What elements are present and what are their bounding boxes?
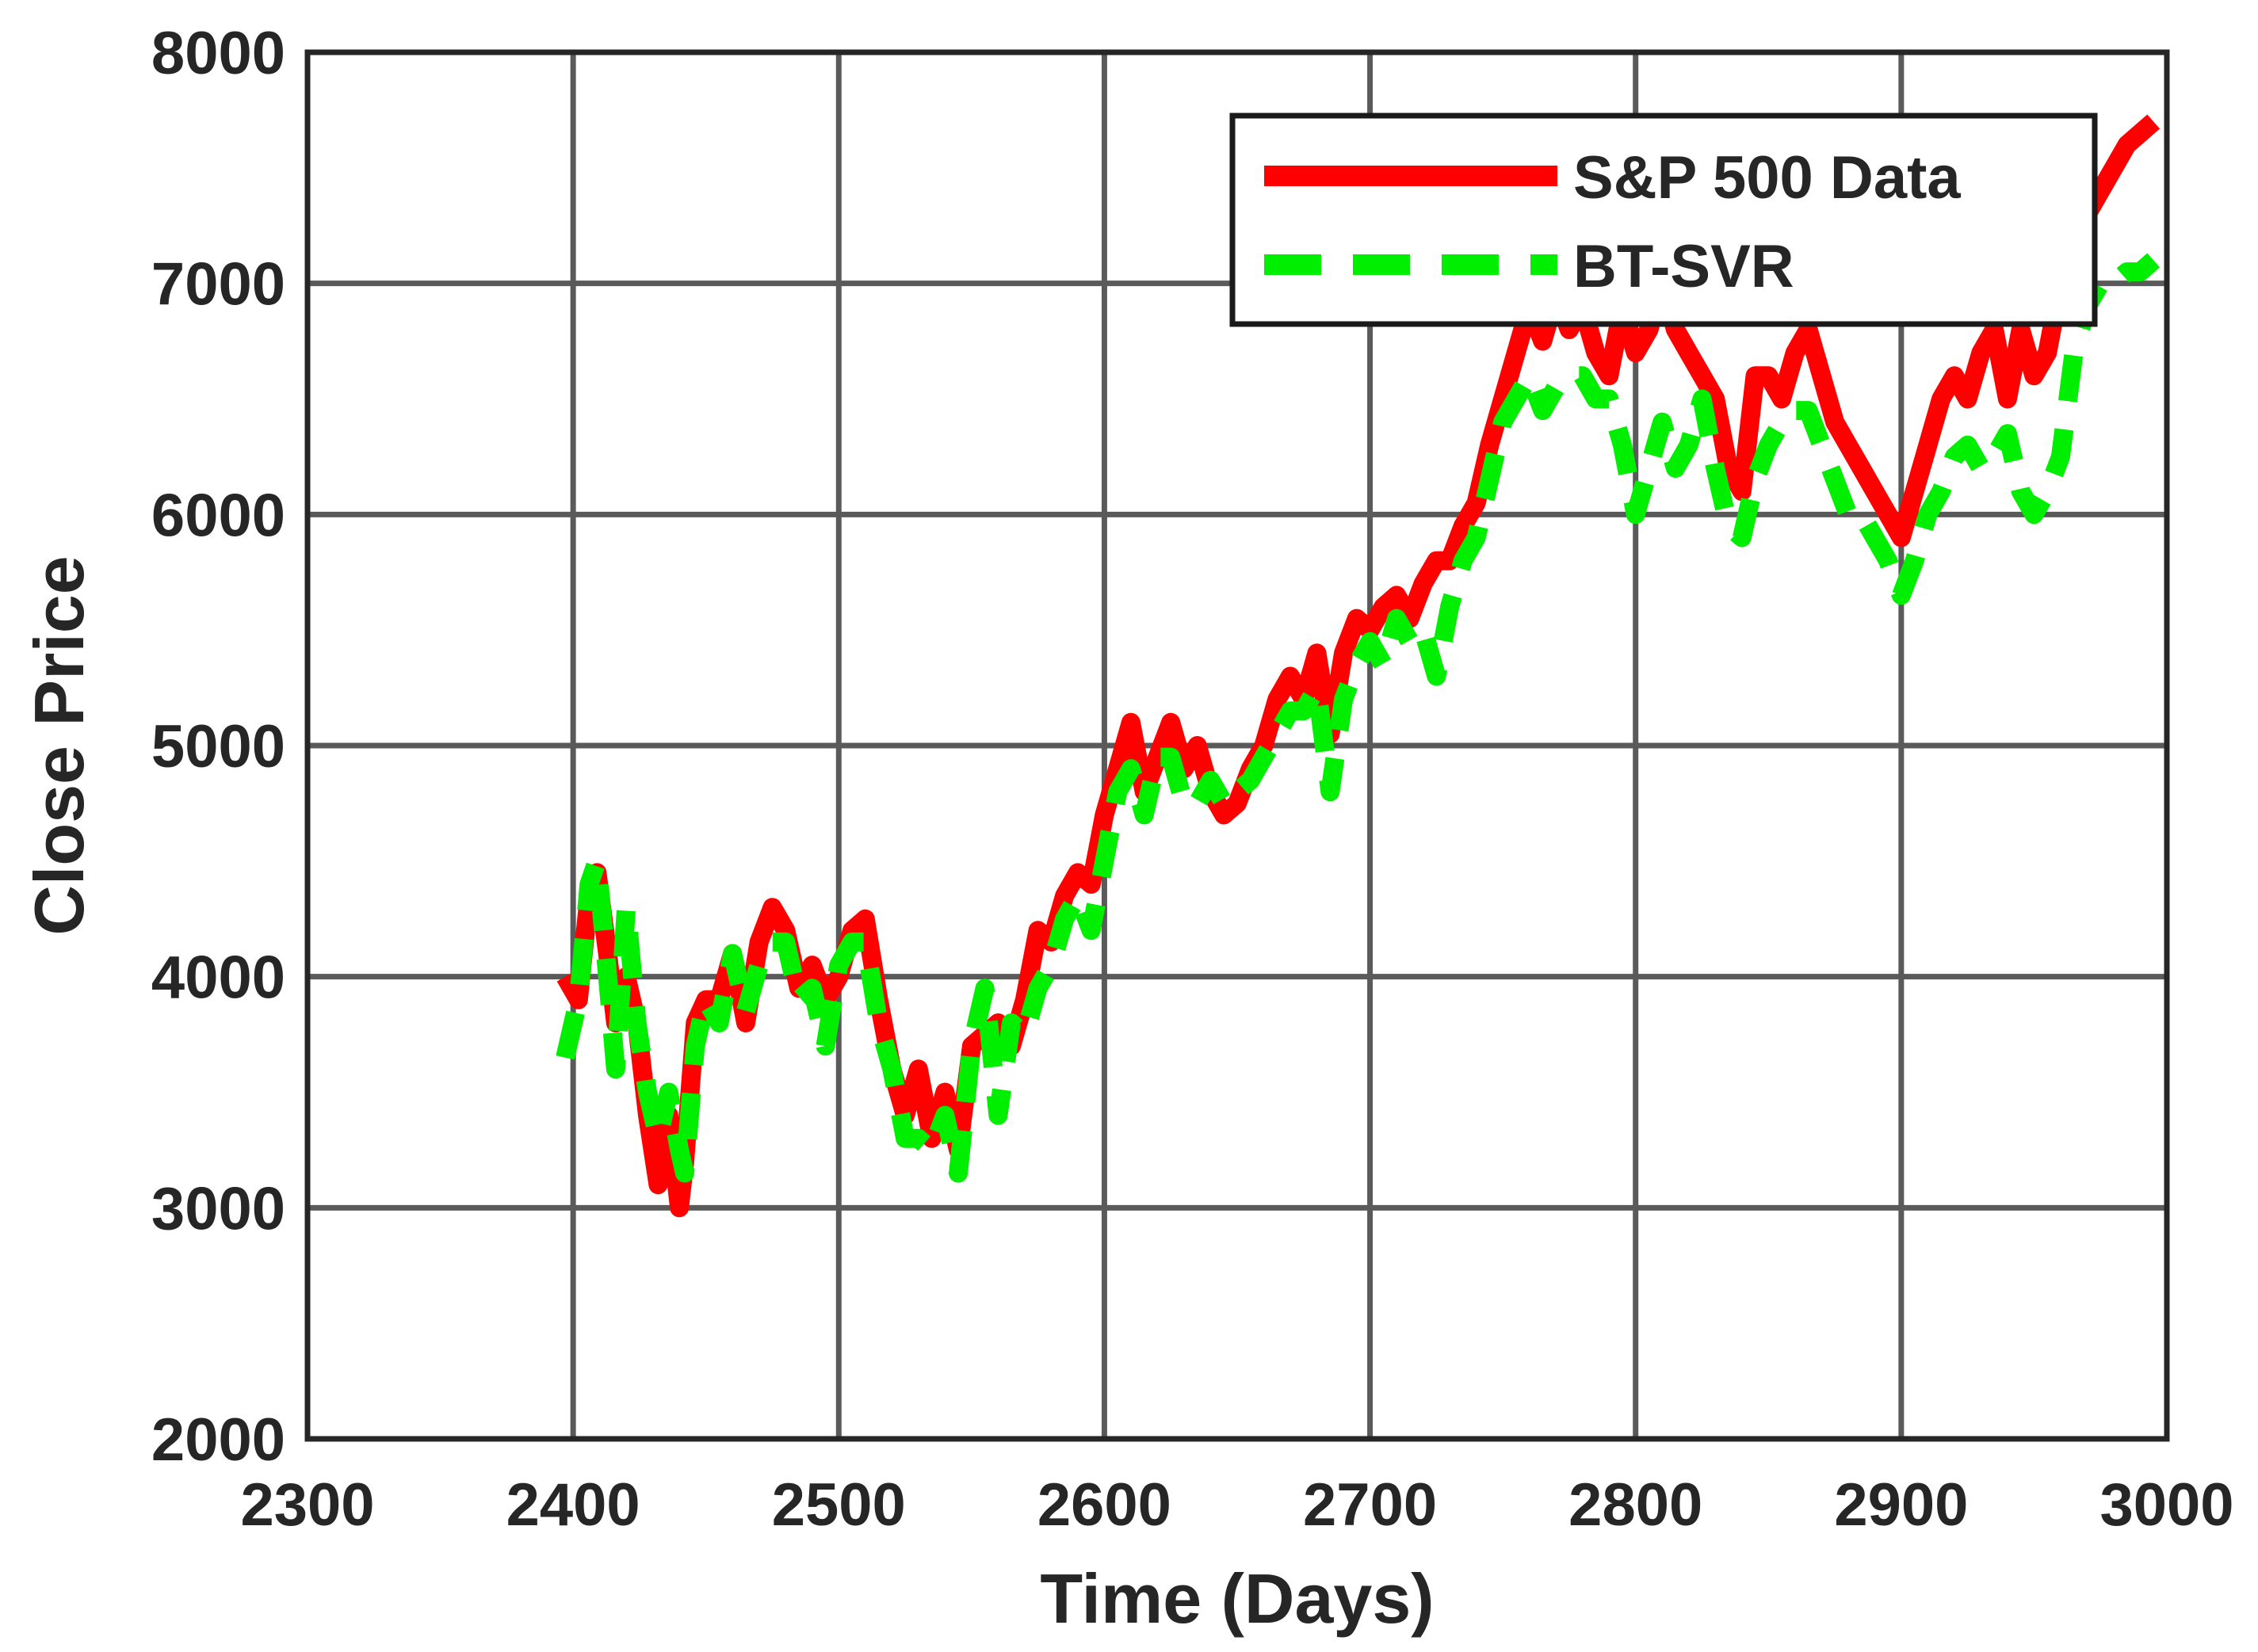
y-tick-label: 8000: [151, 20, 285, 87]
x-tick-label: 3000: [2099, 1471, 2233, 1539]
legend-box: [1229, 113, 2098, 327]
y-tick-label: 2000: [151, 1406, 285, 1474]
x-tick-label: 2300: [240, 1471, 374, 1539]
y-axis-label: Close Price: [20, 555, 98, 935]
x-tick-label: 2900: [1834, 1471, 1968, 1539]
legend-label-bt-svr: BT-SVR: [1573, 233, 1794, 300]
y-tick-label: 6000: [151, 482, 285, 549]
x-tick-label: 2600: [1037, 1471, 1171, 1539]
x-tick-label: 2500: [772, 1471, 906, 1539]
x-tick-label: 2700: [1303, 1471, 1437, 1539]
legend-label-sp500: S&P 500 Data: [1573, 144, 1961, 212]
x-axis-label: Time (Days): [1040, 1559, 1434, 1638]
series-line-bt-svr: [556, 253, 2161, 1183]
y-tick-label: 4000: [151, 944, 285, 1012]
y-tick-label: 5000: [151, 713, 285, 780]
y-tick-label: 7000: [151, 251, 285, 319]
x-tick-label: 2800: [1568, 1471, 1702, 1539]
plot-frame: [304, 49, 2170, 1442]
x-tick-label: 2400: [506, 1471, 640, 1539]
legend: S&P 500 Data BT-SVR: [1229, 113, 2098, 327]
y-tick-label: 3000: [151, 1175, 285, 1242]
series-layer: [556, 114, 2161, 1218]
tick-labels: 2300 2400 2500 2600 2700 2800 2900 3000 2000 3000…: [151, 20, 2234, 1539]
